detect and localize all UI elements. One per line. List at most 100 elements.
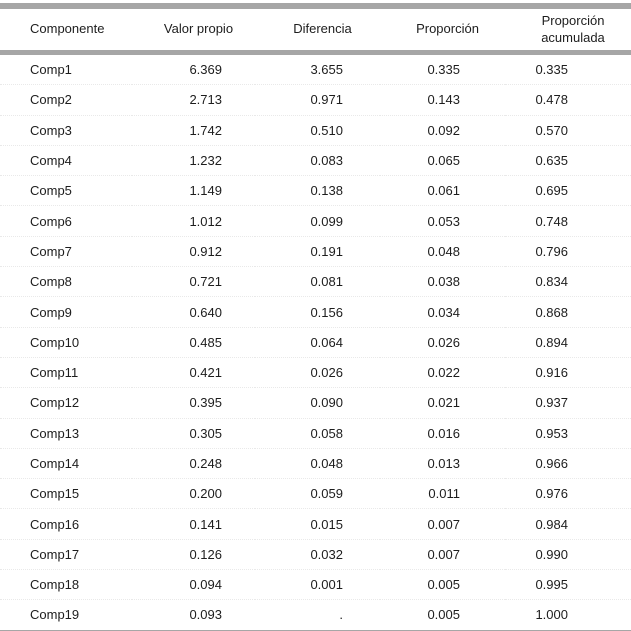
proporcion-cell: 0.013 [380, 447, 505, 479]
table-row: Comp8 0.721 0.081 0.038 0.834 [0, 266, 631, 297]
diferencia-cell: 0.971 [255, 84, 380, 116]
table-row: Comp15 0.200 0.059 0.011 0.976 [0, 478, 631, 509]
component-cell: Comp3 [0, 114, 132, 146]
proporcion-cell: 0.038 [380, 266, 505, 297]
component-cell: Comp6 [0, 205, 132, 237]
col-header-proporcion-acumulada-line1: Proporción [541, 13, 605, 29]
proporcion-acumulada-cell: 0.478 [505, 84, 631, 116]
valor-propio-cell: 1.012 [132, 205, 255, 237]
valor-propio-cell: 2.713 [132, 84, 255, 116]
valor-propio-cell: 0.721 [132, 266, 255, 297]
diferencia-cell: 0.191 [255, 235, 380, 267]
proporcion-acumulada-cell: 0.834 [505, 266, 631, 297]
proporcion-cell: 0.026 [380, 326, 505, 358]
proporcion-acumulada-cell: 0.937 [505, 387, 631, 419]
proporcion-cell: 0.021 [380, 387, 505, 419]
proporcion-cell: 0.007 [380, 508, 505, 540]
proporcion-cell: 0.005 [380, 599, 505, 631]
proporcion-acumulada-cell: 0.796 [505, 235, 631, 267]
component-cell: Comp10 [0, 326, 132, 358]
col-header-componente: Componente [0, 6, 132, 55]
valor-propio-cell: 0.912 [132, 235, 255, 267]
valor-propio-cell: 0.640 [132, 296, 255, 328]
valor-propio-cell: 1.149 [132, 175, 255, 206]
col-header-proporcion-acumulada-line2: acumulada [541, 29, 605, 45]
table-row: Comp12 0.395 0.090 0.021 0.937 [0, 387, 631, 419]
col-header-valor-propio: Valor propio [132, 6, 255, 55]
table-row: Comp19 0.093. 0.005 1.000 [0, 599, 631, 631]
proporcion-acumulada-cell: 0.748 [505, 205, 631, 237]
proporcion-cell: 0.092 [380, 114, 505, 146]
diferencia-cell: 0.090 [255, 387, 380, 419]
proporcion-acumulada-cell: 0.984 [505, 508, 631, 540]
valor-propio-cell: 0.248 [132, 447, 255, 479]
diferencia-cell: 0.099 [255, 205, 380, 237]
proporcion-cell: 0.335 [427, 62, 460, 78]
component-cell: Comp7 [0, 235, 132, 267]
component-cell: Comp2 [0, 84, 132, 116]
proporcion-acumulada-cell: 0.966 [505, 447, 631, 479]
diferencia-cell: . [255, 599, 380, 631]
component-cell: Comp17 [0, 538, 132, 570]
diferencia-cell: 0.083 [255, 144, 380, 176]
diferencia-cell: 0.510 [255, 114, 380, 146]
diferencia-cell: 0.138 [255, 175, 380, 206]
diferencia-cell: 0.064 [255, 326, 380, 358]
table-row: Comp3 1.742 0.510 0.092 0.570 [0, 114, 631, 146]
pca-eigenvalues-table: Componente Valor propio Diferencia Propo… [0, 3, 631, 631]
valor-propio-cell: 0.094 [132, 569, 255, 600]
proporcion-cell: 0.143 [380, 84, 505, 116]
table-row: Comp1 6.369 3.655 0.335 0.335 [0, 53, 631, 85]
component-cell: Comp1 [30, 62, 72, 78]
proporcion-acumulada-cell: 0.976 [505, 478, 631, 509]
component-cell: Comp5 [0, 175, 132, 206]
table-row: Comp4 1.232 0.083 0.065 0.635 [0, 144, 631, 176]
table-row: Comp10 0.485 0.064 0.026 0.894 [0, 326, 631, 358]
col-header-proporcion-acumulada: Proporción acumulada [505, 6, 631, 55]
valor-propio-cell: 6.369 [189, 62, 222, 78]
proporcion-acumulada-cell: 0.894 [505, 326, 631, 358]
proporcion-cell: 0.007 [380, 538, 505, 570]
valor-propio-cell: 0.485 [132, 326, 255, 358]
component-cell: Comp13 [0, 417, 132, 449]
proporcion-cell: 0.053 [380, 205, 505, 237]
proporcion-acumulada-cell: 0.695 [505, 175, 631, 206]
proporcion-acumulada-cell: 0.953 [505, 417, 631, 449]
valor-propio-cell: 0.305 [132, 417, 255, 449]
table-row: Comp14 0.248 0.048 0.013 0.966 [0, 447, 631, 479]
table-row: Comp9 0.640 0.156 0.034 0.868 [0, 296, 631, 328]
component-cell: Comp9 [0, 296, 132, 328]
proporcion-cell: 0.065 [380, 144, 505, 176]
proporcion-acumulada-cell: 0.868 [505, 296, 631, 328]
table-row: Comp16 0.141 0.015 0.007 0.984 [0, 508, 631, 540]
proporcion-acumulada-cell: 0.570 [505, 114, 631, 146]
component-cell: Comp15 [0, 478, 132, 509]
component-cell: Comp11 [0, 356, 132, 388]
proporcion-cell: 0.061 [380, 175, 505, 206]
col-header-proporcion: Proporción [380, 6, 505, 55]
component-cell: Comp8 [0, 266, 132, 297]
diferencia-cell: 0.156 [255, 296, 380, 328]
diferencia-cell: 0.032 [255, 538, 380, 570]
valor-propio-cell: 1.742 [132, 114, 255, 146]
proporcion-acumulada-cell: 0.995 [505, 569, 631, 600]
component-cell: Comp4 [0, 144, 132, 176]
table-row: Comp2 2.713 0.971 0.143 0.478 [0, 84, 631, 116]
table-row: Comp18 0.094 0.001 0.005 0.995 [0, 569, 631, 600]
diferencia-cell: 3.655 [310, 62, 343, 78]
table-body: Comp1 6.369 3.655 0.335 0.335 Comp2 2.713 0.971… [0, 53, 631, 631]
table-row: Comp13 0.305 0.058 0.016 0.953 [0, 417, 631, 449]
valor-propio-cell: 0.093 [132, 599, 255, 631]
proporcion-acumulada-cell: 0.335 [535, 62, 568, 78]
proporcion-cell: 0.034 [380, 296, 505, 328]
proporcion-cell: 0.005 [380, 569, 505, 600]
component-cell: Comp14 [0, 447, 132, 479]
diferencia-cell: 0.081 [255, 266, 380, 297]
diferencia-cell: 0.058 [255, 417, 380, 449]
valor-propio-cell: 0.395 [132, 387, 255, 419]
diferencia-cell: 0.048 [255, 447, 380, 479]
table-header: Componente Valor propio Diferencia Propo… [0, 6, 631, 55]
table-row: Comp11 0.421 0.026 0.022 0.916 [0, 356, 631, 388]
table-row: Comp7 0.912 0.191 0.048 0.796 [0, 235, 631, 267]
valor-propio-cell: 0.421 [132, 356, 255, 388]
